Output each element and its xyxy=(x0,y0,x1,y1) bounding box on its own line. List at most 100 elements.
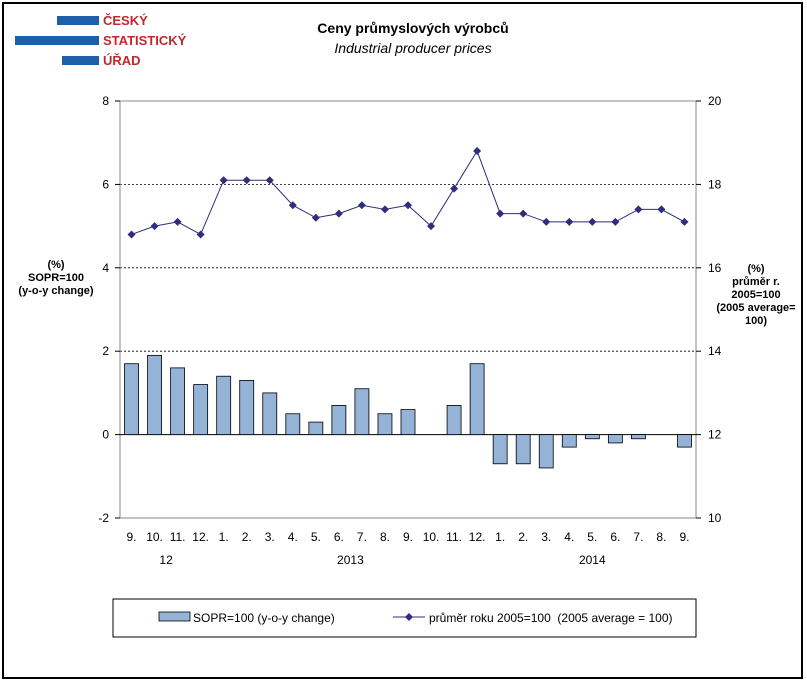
right-axis-label-line: (2005 average= xyxy=(716,302,795,314)
right-axis-tick-label: 20 xyxy=(708,94,722,108)
right-axis-tick-label: 16 xyxy=(708,261,722,275)
bar xyxy=(538,434,554,469)
line-point xyxy=(542,217,551,226)
bar xyxy=(193,384,209,435)
line-point xyxy=(357,201,366,210)
line-point xyxy=(380,205,389,214)
x-axis-tick-label: 7. xyxy=(357,530,367,544)
line-point xyxy=(427,222,436,231)
right-axis-label-line: průměr r. xyxy=(732,276,780,288)
logo-bar-3 xyxy=(62,56,99,65)
left-axis-tick-label: 6 xyxy=(102,177,109,191)
x-axis-tick-label: 11. xyxy=(170,530,186,544)
year-label: 2014 xyxy=(579,553,606,567)
line-point xyxy=(219,176,228,185)
x-axis-tick-label: 6. xyxy=(610,530,620,544)
x-axis-tick-label: 2. xyxy=(518,530,528,544)
left-axis-tick-label: 4 xyxy=(102,261,109,275)
x-axis-tick-label: 3. xyxy=(541,530,551,544)
x-axis-tick-label: 12. xyxy=(192,530,209,544)
bar xyxy=(584,434,600,440)
x-axis-tick-label: 1. xyxy=(495,530,505,544)
plot-border xyxy=(119,100,697,519)
legend-box xyxy=(112,598,697,638)
right-axis-label-line: (%) xyxy=(747,263,764,275)
bar xyxy=(308,421,324,435)
legend-bar-swatch xyxy=(158,611,191,622)
x-axis-tick-label: 2. xyxy=(242,530,252,544)
bar xyxy=(124,363,139,435)
right-axis-tick-label: 12 xyxy=(708,428,722,442)
bar xyxy=(631,434,646,440)
left-axis-tick-label: -2 xyxy=(98,511,109,525)
line-point xyxy=(265,176,274,185)
plot-area: -2 0 2 4 6 8 10 12 14 16 18 20 9. 10. 11. 12. 1. 2. 3. 4. 5.… xyxy=(98,94,721,567)
line-point xyxy=(611,217,620,226)
legend-line-marker xyxy=(405,613,413,621)
line-point xyxy=(473,147,482,156)
bar xyxy=(377,413,393,436)
x-axis-tick-label: 9. xyxy=(679,530,689,544)
bar xyxy=(446,405,462,436)
line-point xyxy=(404,201,412,210)
left-axis-tick-label: 2 xyxy=(102,344,109,358)
legend-bar-label: SOPR=100 (y-o-y change) xyxy=(193,611,335,625)
x-axis-tick-label: 12. xyxy=(469,530,486,544)
right-axis-label-line: 2005=100 xyxy=(731,289,780,301)
bar xyxy=(147,354,162,435)
x-axis-tick-label: 5. xyxy=(311,530,321,544)
line-point xyxy=(588,217,597,226)
bar xyxy=(262,392,278,435)
bar xyxy=(515,434,531,465)
line-point xyxy=(519,209,528,218)
x-axis-tick-label: 5. xyxy=(587,530,597,544)
left-axis-label-line: (%) xyxy=(47,259,64,271)
bar xyxy=(561,434,577,448)
line-point xyxy=(150,222,159,231)
left-axis-label-line: (y-o-y change) xyxy=(18,285,94,297)
left-axis-label-line: SOPR=100 xyxy=(28,272,84,284)
line-point xyxy=(196,230,205,239)
x-axis-tick-label: 7. xyxy=(633,530,643,544)
left-axis-tick-label: 8 xyxy=(102,94,109,108)
x-axis-tick-label: 4. xyxy=(288,530,298,544)
bar xyxy=(492,434,508,465)
plot-background xyxy=(120,101,696,518)
x-axis-tick-label: 11. xyxy=(446,530,462,544)
logo-text-line2: STATISTICKÝ xyxy=(103,33,187,48)
right-axis-tick-label: 14 xyxy=(708,344,722,358)
line-point xyxy=(634,205,643,214)
x-axis-tick-label: 8. xyxy=(380,530,390,544)
bar xyxy=(607,434,623,444)
year-label: 2013 xyxy=(337,553,364,567)
x-axis-tick-label: 8. xyxy=(656,530,666,544)
bar xyxy=(331,405,347,436)
line-point xyxy=(288,201,297,210)
x-axis-tick-label: 9. xyxy=(403,530,413,544)
line-point xyxy=(334,209,343,218)
line-point xyxy=(680,217,689,226)
right-axis-tick-label: 10 xyxy=(708,511,722,525)
logo-bar-2 xyxy=(15,36,99,45)
line-point xyxy=(311,213,320,222)
right-axis-label: (%)průměr r.2005=100(2005 average=100) xyxy=(716,263,795,327)
logo-text-line3: ÚŘAD xyxy=(103,53,141,68)
bar xyxy=(677,434,692,448)
logo-text-line1: ČESKÝ xyxy=(103,13,148,28)
x-axis-tick-label: 10. xyxy=(423,530,440,544)
csu-logo: ČESKÝ STATISTICKÝ ÚŘAD xyxy=(15,13,187,68)
bar xyxy=(469,363,485,435)
bar xyxy=(400,409,416,435)
x-axis-tick-label: 6. xyxy=(334,530,344,544)
left-axis-label: (%)SOPR=100(y-o-y change) xyxy=(18,259,94,297)
bar xyxy=(354,388,370,436)
legend: SOPR=100 (y-o-y change) průměr roku 2005… xyxy=(112,598,697,638)
x-axis-tick-label: 1. xyxy=(219,530,229,544)
line-point xyxy=(496,209,505,218)
line-point xyxy=(242,176,251,185)
bar xyxy=(216,375,232,436)
logo-bar-1 xyxy=(57,16,99,25)
line-point xyxy=(173,217,182,226)
